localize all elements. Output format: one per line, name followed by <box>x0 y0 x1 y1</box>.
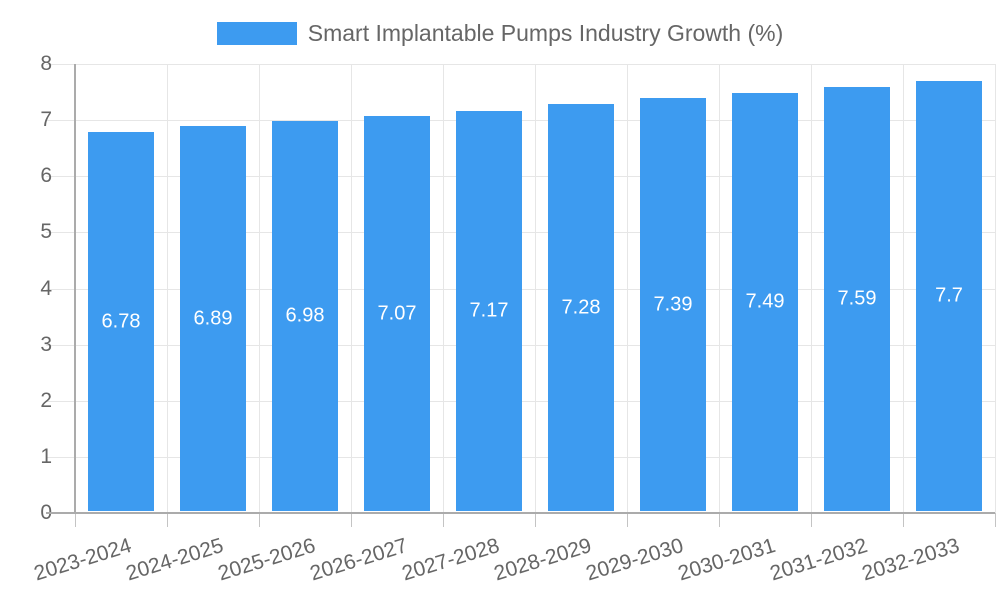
y-axis-label: 7 <box>40 108 52 132</box>
legend-swatch-icon <box>216 22 297 45</box>
x-gridline <box>994 64 996 513</box>
x-tick <box>810 513 812 527</box>
y-axis-label: 8 <box>40 52 52 75</box>
x-tick <box>442 513 444 527</box>
x-axis-label: 2026-2027 <box>306 534 410 586</box>
x-axis-label: 2032-2033 <box>858 534 962 586</box>
bar: 7.07 <box>364 116 430 511</box>
bar-value-label: 7.39 <box>653 293 693 316</box>
x-tick <box>534 513 536 527</box>
bar-value-label: 7.59 <box>837 287 877 310</box>
bar-value-label: 7.49 <box>745 290 785 313</box>
x-axis-line <box>46 512 995 514</box>
y-axis-label: 3 <box>40 332 52 356</box>
x-axis-label: 2029-2030 <box>582 534 686 586</box>
x-gridline <box>534 64 536 513</box>
bar: 7.59 <box>824 87 890 511</box>
chart-legend[interactable]: Smart Implantable Pumps Industry Growth … <box>0 20 1000 47</box>
bar-value-label: 6.89 <box>193 307 233 330</box>
x-axis-label: 2028-2029 <box>490 534 594 586</box>
x-gridline <box>350 64 352 513</box>
bar-value-label: 7.17 <box>469 299 509 322</box>
x-gridline <box>810 64 812 513</box>
bar: 6.98 <box>272 121 338 511</box>
x-axis-label: 2023-2024 <box>30 534 134 586</box>
x-gridline <box>166 64 168 513</box>
bar-value-label: 7.07 <box>377 302 417 325</box>
chart-title: Smart Implantable Pumps Industry Growth … <box>307 20 784 46</box>
x-axis-label: 2027-2028 <box>398 534 502 586</box>
y-gridline <box>46 64 995 65</box>
y-axis-line <box>74 64 76 513</box>
x-axis-label: 2031-2032 <box>766 534 870 586</box>
y-axis-label: 1 <box>40 444 52 468</box>
y-axis-label: 2 <box>40 388 52 412</box>
bar-value-label: 7.28 <box>561 296 601 319</box>
x-tick <box>350 513 352 527</box>
y-axis-label: 0 <box>0 501 52 525</box>
x-axis-label: 2030-2031 <box>674 534 778 586</box>
bar-value-label: 6.98 <box>285 304 325 327</box>
x-tick <box>258 513 260 527</box>
bar: 7.39 <box>640 98 706 511</box>
bar: 6.78 <box>88 132 154 511</box>
x-gridline <box>442 64 444 513</box>
y-axis-label: 4 <box>40 276 52 300</box>
bar: 7.7 <box>916 80 982 511</box>
bar: 7.49 <box>732 92 798 511</box>
x-gridline <box>626 64 628 513</box>
bar: 7.28 <box>548 104 614 511</box>
x-tick <box>166 513 168 527</box>
x-gridline <box>902 64 904 513</box>
x-tick <box>902 513 904 527</box>
bar-value-label: 7.7 <box>935 284 963 307</box>
x-gridline <box>718 64 720 513</box>
bar: 7.17 <box>456 110 522 511</box>
bar: 6.89 <box>180 126 246 511</box>
plot-area: 6.78 6.89 6.98 7.07 7.17 7.28 7.39 7.49 7.59 7.7 <box>46 64 996 527</box>
x-gridline <box>258 64 260 513</box>
y-axis-label: 6 <box>40 164 52 188</box>
y-axis-label: 5 <box>40 220 52 244</box>
x-axis-label: 2025-2026 <box>214 534 318 586</box>
bar-value-label: 6.78 <box>101 310 141 333</box>
x-tick <box>994 513 996 527</box>
x-tick <box>74 513 76 527</box>
x-axis-label: 2024-2025 <box>122 534 226 586</box>
x-tick <box>626 513 628 527</box>
x-tick <box>718 513 720 527</box>
